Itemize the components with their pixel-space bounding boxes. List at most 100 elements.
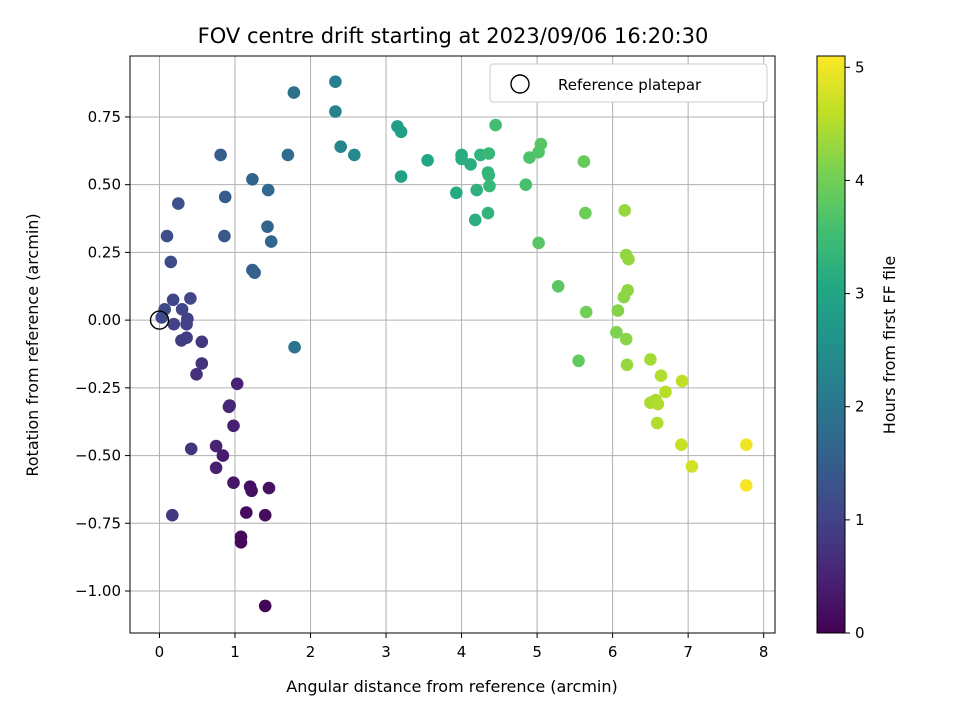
data-point — [166, 508, 179, 522]
data-point — [455, 152, 468, 166]
data-point — [740, 438, 753, 452]
data-point — [209, 439, 223, 453]
data-point — [482, 168, 496, 182]
x-axis-ticks: 0 1 2 3 4 5 6 7 8 — [155, 633, 769, 661]
y-tick-label: 0.00 — [88, 311, 121, 329]
x-tick-label: 7 — [683, 643, 693, 661]
data-point — [610, 326, 623, 339]
colorbar: 0 1 2 3 4 5 Hours from first FF file — [816, 55, 899, 642]
data-point — [158, 303, 171, 316]
data-point — [264, 235, 278, 248]
data-point — [675, 374, 689, 388]
data-point — [489, 118, 502, 132]
data-point — [470, 183, 484, 197]
y-tick-label: 0.75 — [88, 108, 121, 126]
x-tick-label: 2 — [306, 643, 316, 661]
y-tick-label: −0.75 — [75, 514, 121, 532]
data-point — [214, 148, 227, 162]
data-point — [248, 266, 261, 280]
data-point — [246, 173, 259, 186]
legend-label: Reference platepar — [558, 76, 702, 94]
data-point — [167, 317, 181, 331]
data-point — [622, 252, 635, 266]
data-point — [650, 416, 664, 430]
data-point — [421, 154, 434, 167]
legend-box — [489, 63, 768, 103]
data-point — [230, 377, 244, 391]
data-points — [155, 75, 753, 613]
data-point — [164, 255, 178, 269]
colorbar-tick-label: 0 — [855, 624, 865, 642]
data-point — [223, 399, 236, 412]
data-point — [181, 312, 194, 326]
y-tick-label: −1.00 — [75, 582, 121, 600]
data-point — [334, 140, 348, 153]
data-point — [172, 197, 185, 210]
y-tick-label: −0.50 — [75, 447, 121, 465]
data-point — [261, 183, 275, 197]
data-point — [261, 220, 274, 233]
data-point — [329, 75, 342, 88]
legend: Reference platepar — [489, 63, 768, 103]
data-point — [160, 229, 174, 243]
colorbar-ticks: 0 1 2 3 4 5 — [845, 58, 865, 642]
data-point — [468, 213, 482, 227]
y-tick-label: 0.50 — [88, 176, 121, 194]
x-tick-label: 8 — [759, 643, 769, 661]
x-tick-label: 5 — [532, 643, 542, 661]
data-point — [216, 449, 230, 462]
data-point — [258, 508, 272, 522]
data-point — [245, 484, 258, 498]
data-point — [572, 354, 585, 368]
x-tick-label: 0 — [155, 643, 165, 661]
data-point — [621, 284, 634, 297]
colorbar-tick-label: 1 — [855, 511, 865, 529]
data-point — [551, 280, 565, 293]
data-point — [184, 292, 197, 305]
data-point — [523, 151, 536, 164]
data-point — [651, 397, 665, 411]
data-point — [190, 368, 203, 381]
data-point — [483, 179, 496, 193]
data-point — [579, 305, 593, 319]
x-tick-label: 4 — [457, 643, 467, 661]
colorbar-tick-label: 4 — [855, 171, 865, 189]
colorbar-tick-label: 2 — [855, 398, 865, 416]
data-point — [195, 335, 209, 349]
data-point — [464, 158, 477, 171]
x-tick-label: 3 — [381, 643, 391, 661]
reference-platepar-marker — [149, 310, 170, 330]
data-point — [218, 229, 231, 243]
colorbar-label: Hours from first FF file — [880, 256, 899, 435]
data-point — [482, 147, 496, 160]
data-point — [675, 438, 688, 452]
data-point — [348, 148, 361, 162]
data-point — [519, 178, 533, 191]
data-point — [481, 206, 495, 220]
data-point — [644, 353, 657, 366]
data-point — [166, 293, 180, 307]
data-point — [287, 86, 301, 99]
grid-lines — [130, 56, 775, 633]
reference-marker-layer — [149, 310, 170, 330]
data-point — [577, 155, 591, 168]
colorbar-tick-label: 3 — [855, 285, 865, 303]
data-point — [218, 190, 232, 204]
x-axis-label: Angular distance from reference (arcmin) — [286, 677, 617, 696]
colorbar-gradient — [816, 55, 846, 634]
x-tick-label: 6 — [608, 643, 618, 661]
data-point — [262, 481, 276, 495]
data-point — [611, 304, 625, 317]
y-axis-ticks: −1.00 −0.75 −0.50 −0.25 0.00 0.25 0.50 0.75 — [75, 108, 130, 600]
data-point — [579, 206, 592, 220]
data-point — [234, 530, 248, 544]
data-point — [685, 460, 699, 473]
chart-title: FOV centre drift starting at 2023/09/06 … — [198, 24, 709, 48]
data-point — [227, 419, 240, 433]
data-point — [394, 170, 408, 183]
data-point — [450, 186, 463, 200]
data-point — [618, 204, 631, 217]
data-point — [184, 442, 198, 456]
colorbar-tick-label: 5 — [855, 58, 865, 76]
